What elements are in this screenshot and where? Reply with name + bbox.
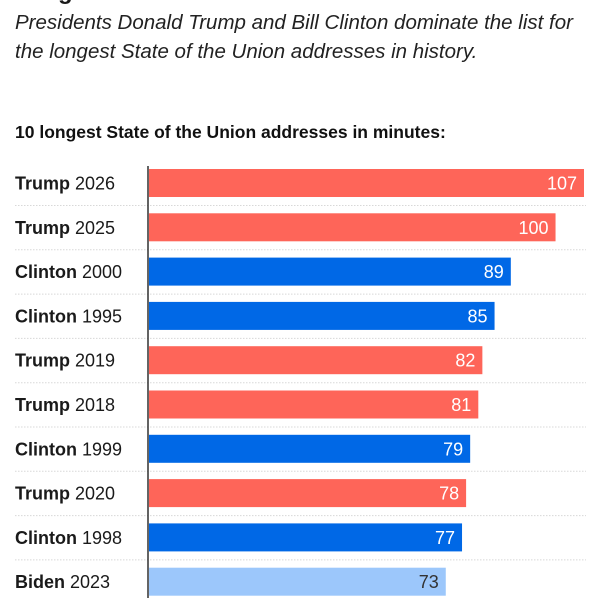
data-label: 100 [518,218,548,238]
bar-clinton-1998 [149,523,463,552]
bar-clinton-1999 [149,434,471,463]
bar-clinton-1995 [149,301,495,330]
category-label: Clinton 1998 [15,528,122,548]
bar-trump-2019 [149,346,483,375]
bar-trump-2018 [149,390,479,419]
bar-trump-2025 [149,213,556,242]
data-label: 81 [451,395,471,415]
bar-clinton-2000 [149,257,511,286]
data-label: 77 [435,528,455,548]
bar-trump-2020 [149,479,467,508]
data-label: 89 [484,262,504,282]
category-label: Trump 2019 [15,351,115,371]
category-label: Biden 2023 [15,572,110,592]
data-label: 82 [455,351,475,371]
data-label: 73 [419,572,439,592]
category-label: Clinton 1995 [15,306,122,326]
bar-trump-2026 [149,169,584,197]
category-label: Clinton 2000 [15,262,122,282]
data-label: 79 [443,439,463,459]
category-label: Trump 2018 [15,395,115,415]
data-label: 107 [547,174,577,194]
headline-cut-off: Longest [14,0,107,6]
chart-subtitle: Presidents Donald Trump and Bill Clinton… [15,11,573,63]
category-label: Trump 2026 [15,174,115,194]
category-label: Clinton 1999 [15,439,122,459]
category-label: Trump 2025 [15,218,115,238]
chart-title: 10 longest State of the Union addresses … [15,122,446,142]
category-label: Trump 2020 [15,484,115,504]
bar-biden-2023 [149,567,446,596]
data-label: 85 [468,306,488,326]
data-label: 78 [439,484,459,504]
